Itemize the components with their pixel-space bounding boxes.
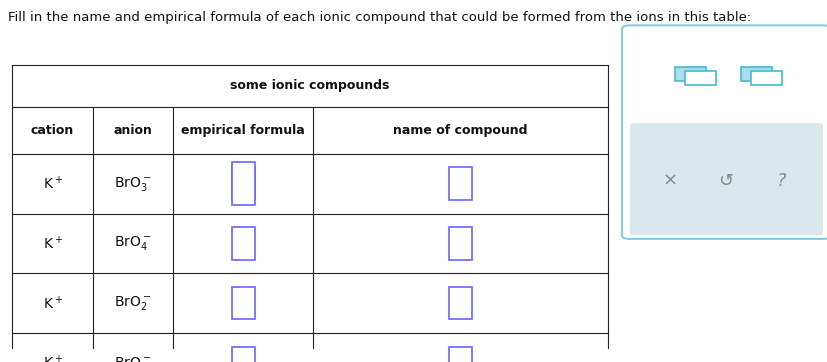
FancyBboxPatch shape (630, 123, 823, 235)
FancyBboxPatch shape (449, 227, 472, 260)
FancyBboxPatch shape (675, 67, 706, 81)
Text: anion: anion (113, 124, 152, 137)
Text: empirical formula: empirical formula (181, 124, 305, 137)
Text: ×: × (662, 172, 677, 190)
Text: BrO$_4^-$: BrO$_4^-$ (114, 235, 151, 252)
Text: BrO$_2^-$: BrO$_2^-$ (114, 294, 151, 312)
Text: BrO$_3^-$: BrO$_3^-$ (114, 175, 151, 193)
FancyBboxPatch shape (751, 71, 782, 85)
Text: ↺: ↺ (719, 172, 734, 190)
FancyBboxPatch shape (232, 167, 255, 200)
Text: name of compound: name of compound (393, 124, 528, 137)
Text: some ionic compounds: some ionic compounds (231, 80, 390, 92)
FancyBboxPatch shape (741, 67, 772, 81)
Text: BrO$^-$: BrO$^-$ (114, 356, 151, 362)
Text: cation: cation (31, 124, 74, 137)
Text: K$^+$: K$^+$ (42, 295, 63, 312)
FancyBboxPatch shape (232, 347, 255, 362)
Text: K$^+$: K$^+$ (42, 354, 63, 362)
FancyBboxPatch shape (622, 25, 827, 239)
FancyBboxPatch shape (685, 71, 716, 85)
Text: K$^+$: K$^+$ (42, 175, 63, 192)
FancyBboxPatch shape (232, 162, 255, 206)
FancyBboxPatch shape (449, 167, 472, 200)
Text: K$^+$: K$^+$ (42, 235, 63, 252)
FancyBboxPatch shape (449, 287, 472, 320)
FancyBboxPatch shape (232, 227, 255, 260)
Text: Fill in the name and empirical formula of each ionic compound that could be form: Fill in the name and empirical formula o… (8, 11, 752, 24)
FancyBboxPatch shape (449, 347, 472, 362)
FancyBboxPatch shape (232, 287, 255, 320)
Text: ?: ? (777, 172, 786, 190)
